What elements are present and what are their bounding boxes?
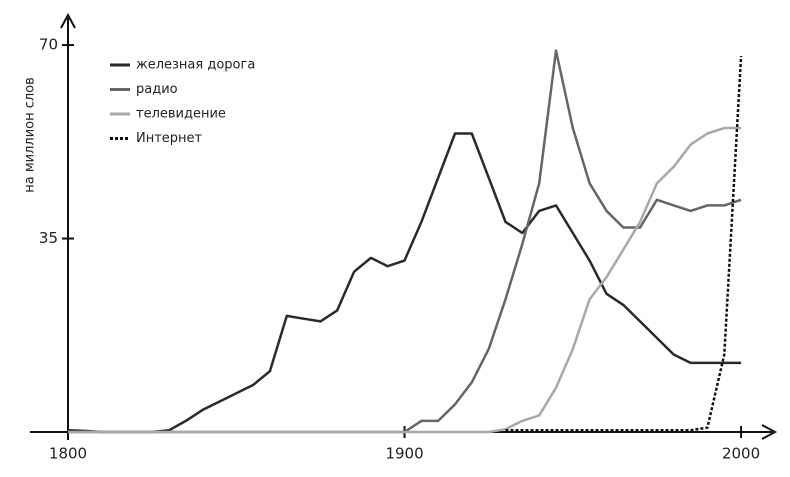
legend-label: телевидение	[136, 107, 226, 122]
series-line	[505, 56, 743, 432]
y-axis-label: на миллион слов	[23, 77, 38, 193]
series-line	[67, 132, 742, 434]
legend-label: Интернет	[136, 131, 203, 146]
legend-label: радио	[136, 82, 178, 97]
y-tick-label: 70	[39, 36, 58, 54]
y-axis-arrow	[60, 12, 76, 29]
x-tick-label: 2000	[722, 445, 760, 463]
x-tick-label: 1800	[49, 445, 87, 463]
y-tick-label: 35	[39, 229, 58, 247]
series-line	[68, 126, 742, 434]
legend-label: железная дорога	[136, 58, 255, 73]
x-tick-label: 1900	[385, 445, 423, 463]
x-axis-arrow	[761, 424, 778, 440]
